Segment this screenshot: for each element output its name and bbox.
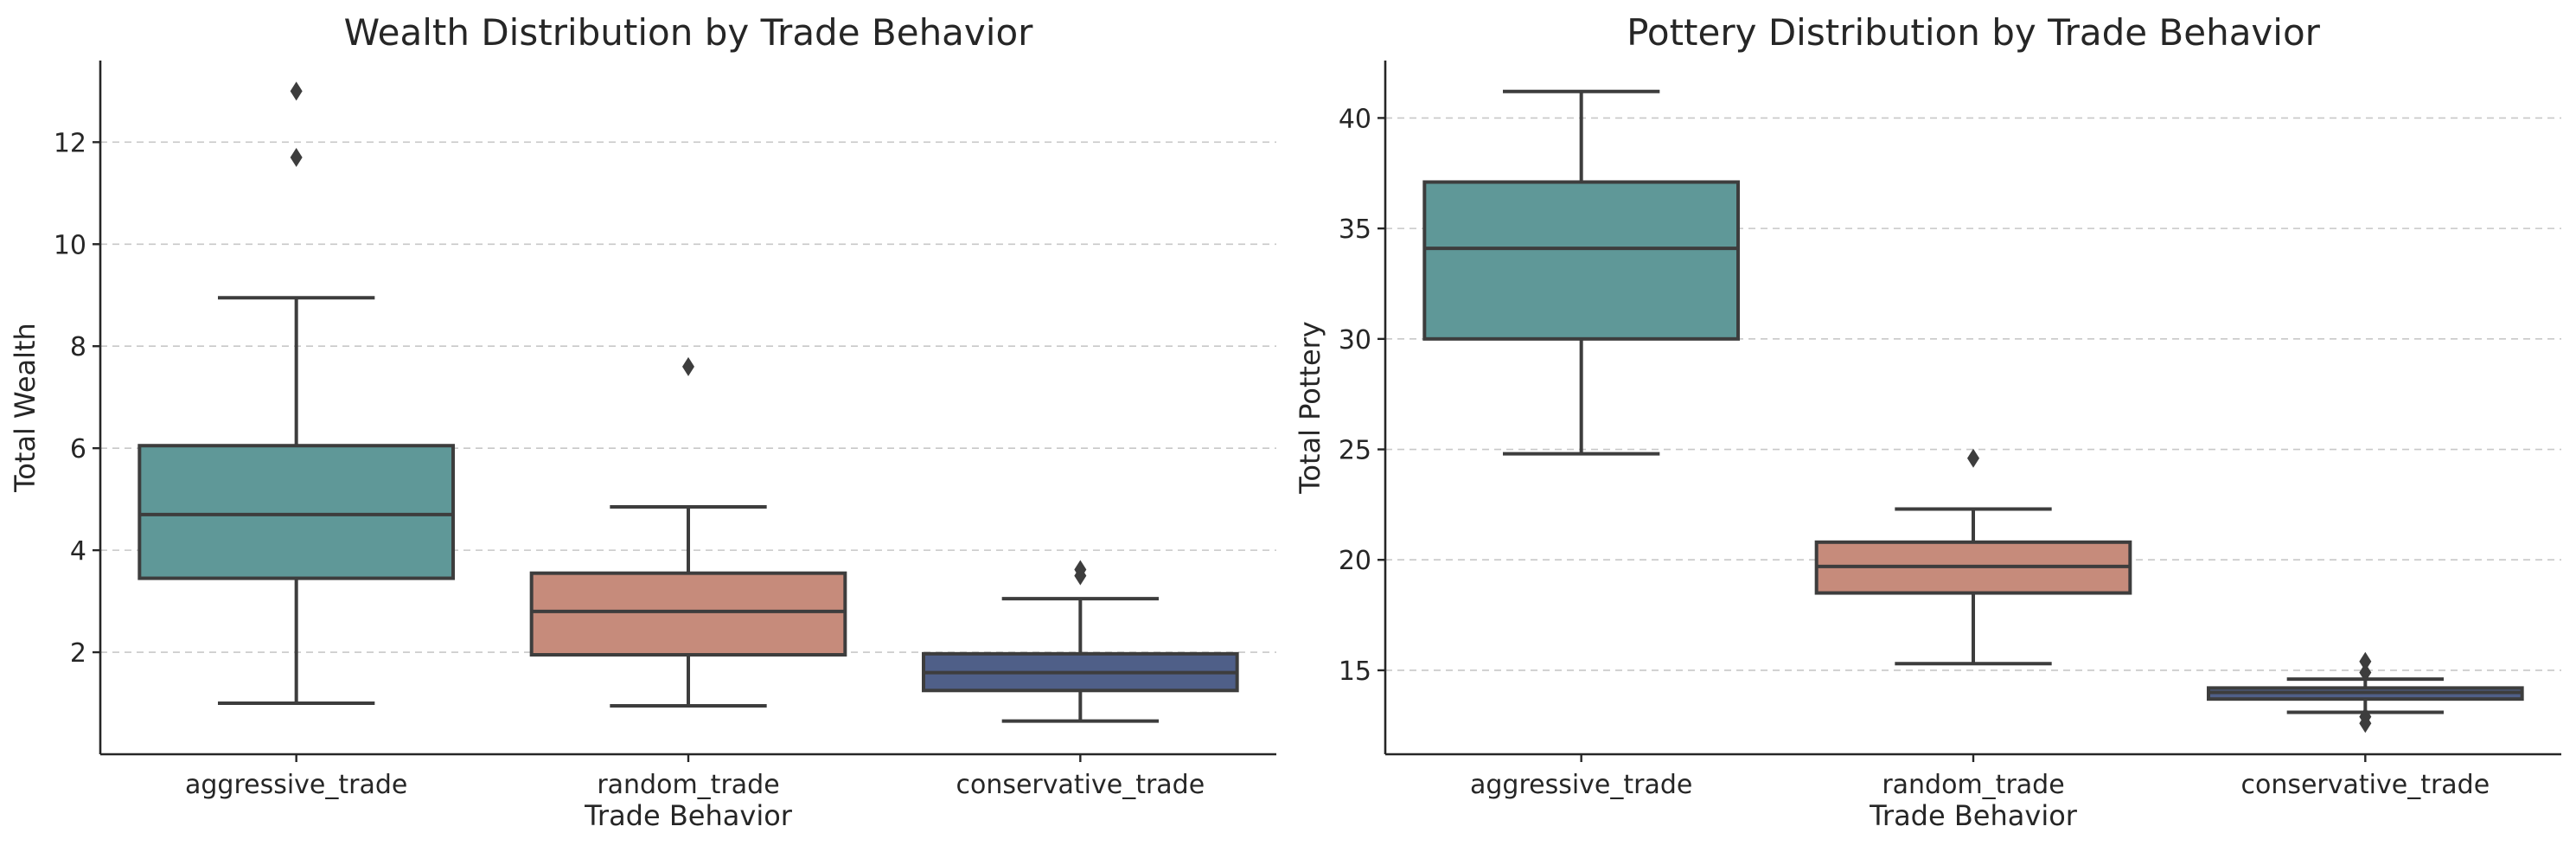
panel-2-outlier-point bbox=[1967, 448, 1979, 468]
panel-2-x-tick-label-conservative_trade: conservative_trade bbox=[2240, 770, 2490, 800]
panel-1-x-axis-label: Trade Behavior bbox=[584, 799, 793, 832]
panel-2-chart-title: Pottery Distribution by Trade Behavior bbox=[1627, 11, 2321, 54]
panel-2-y-axis-label: Total Pottery bbox=[1294, 321, 1326, 495]
panel-2-outlier-point bbox=[2359, 651, 2372, 671]
panel-2-outlier-point bbox=[2359, 714, 2372, 733]
panel-1-y-tick-label: 6 bbox=[70, 434, 86, 464]
panel-2-y-tick-label: 30 bbox=[1339, 325, 1371, 356]
panel-2-outlier-point bbox=[2359, 663, 2372, 682]
panel-1-chart-title: Wealth Distribution by Trade Behavior bbox=[344, 11, 1034, 54]
panel-1-x-tick-label-random_trade: random_trade bbox=[597, 770, 779, 800]
panel-1-x-tick-label-conservative_trade: conservative_trade bbox=[956, 770, 1205, 800]
panel-1-y-tick-label: 8 bbox=[70, 332, 86, 362]
panel-1-y-tick-label: 12 bbox=[54, 128, 86, 158]
panel-2-y-tick-label: 15 bbox=[1339, 657, 1371, 687]
panel-1-outlier-point bbox=[682, 356, 694, 376]
panel-1-box-random_trade bbox=[529, 571, 847, 657]
panel-1-x-tick-label-aggressive_trade: aggressive_trade bbox=[185, 770, 407, 800]
panel-2-y-tick-label: 25 bbox=[1339, 436, 1371, 466]
panel-1-outlier-point bbox=[1074, 560, 1087, 580]
panel-1-y-tick-label: 10 bbox=[54, 230, 86, 260]
panel-1-y-tick-label: 2 bbox=[70, 638, 86, 669]
panel-2-y-tick-label: 20 bbox=[1339, 546, 1371, 576]
panel-2-x-tick-label-random_trade: random_trade bbox=[1882, 770, 2064, 800]
panel-1-outlier-point bbox=[290, 148, 303, 168]
panel-1-box-aggressive_trade bbox=[137, 444, 455, 580]
panel-1-outlier-point bbox=[290, 81, 303, 101]
panel-1-y-axis-label: Total Wealth bbox=[9, 323, 42, 493]
panel-2-x-tick-label-aggressive_trade: aggressive_trade bbox=[1470, 770, 1692, 800]
panel-2-x-axis-label: Trade Behavior bbox=[1869, 799, 2078, 832]
panel-2-y-tick-label: 40 bbox=[1339, 104, 1371, 134]
panel-1-y-tick-label: 4 bbox=[70, 536, 86, 567]
panel-2-y-tick-label: 35 bbox=[1339, 215, 1371, 245]
panel-2-box-aggressive_trade bbox=[1422, 180, 1741, 341]
